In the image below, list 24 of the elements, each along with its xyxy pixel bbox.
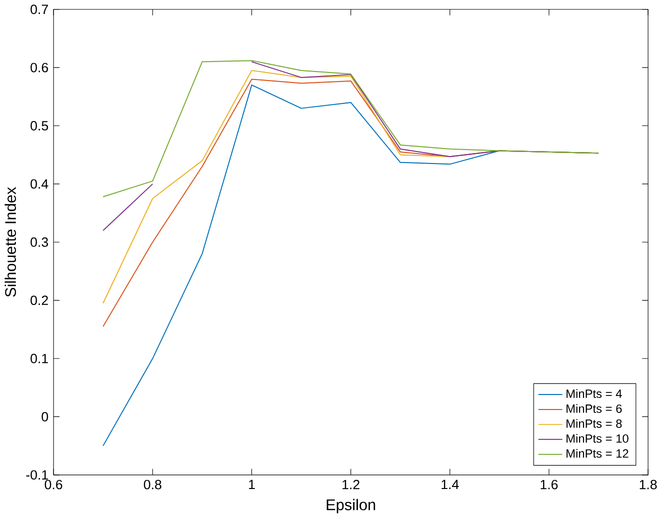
legend-label: MinPts = 6 xyxy=(566,404,622,413)
x-tick-label: 1 xyxy=(249,480,255,490)
x-tick-label: 1.4 xyxy=(442,480,459,490)
y-tick-label: 0.5 xyxy=(30,121,48,130)
legend-label: MinPts = 8 xyxy=(566,419,622,428)
y-tick-label: 0.6 xyxy=(30,62,48,72)
y-tick-label: 0 xyxy=(42,412,48,422)
y-tick-label: 0.7 xyxy=(30,4,48,14)
y-tick-label: -0.1 xyxy=(26,470,48,480)
legend-label: MinPts = 4 xyxy=(566,389,622,398)
x-axis-title: Epsilon xyxy=(326,498,376,514)
line-series xyxy=(102,60,600,198)
x-tick-label: 1.6 xyxy=(540,480,558,490)
x-tick-label: 0.8 xyxy=(144,480,162,490)
y-tick-label: 0.4 xyxy=(30,179,48,189)
legend-label: MinPts = 12 xyxy=(566,448,628,458)
x-tick-label: 1.2 xyxy=(342,480,360,490)
y-tick-label: 0.3 xyxy=(30,237,48,247)
x-tick-label: 0.6 xyxy=(44,480,62,490)
y-tick-label: 0.1 xyxy=(30,354,48,364)
y-axis-title: Silhouette Index xyxy=(4,187,16,297)
y-tick-label: 0.2 xyxy=(30,296,48,306)
x-tick-label: 1.8 xyxy=(640,480,657,490)
legend-label: MinPts = 10 xyxy=(566,434,628,443)
